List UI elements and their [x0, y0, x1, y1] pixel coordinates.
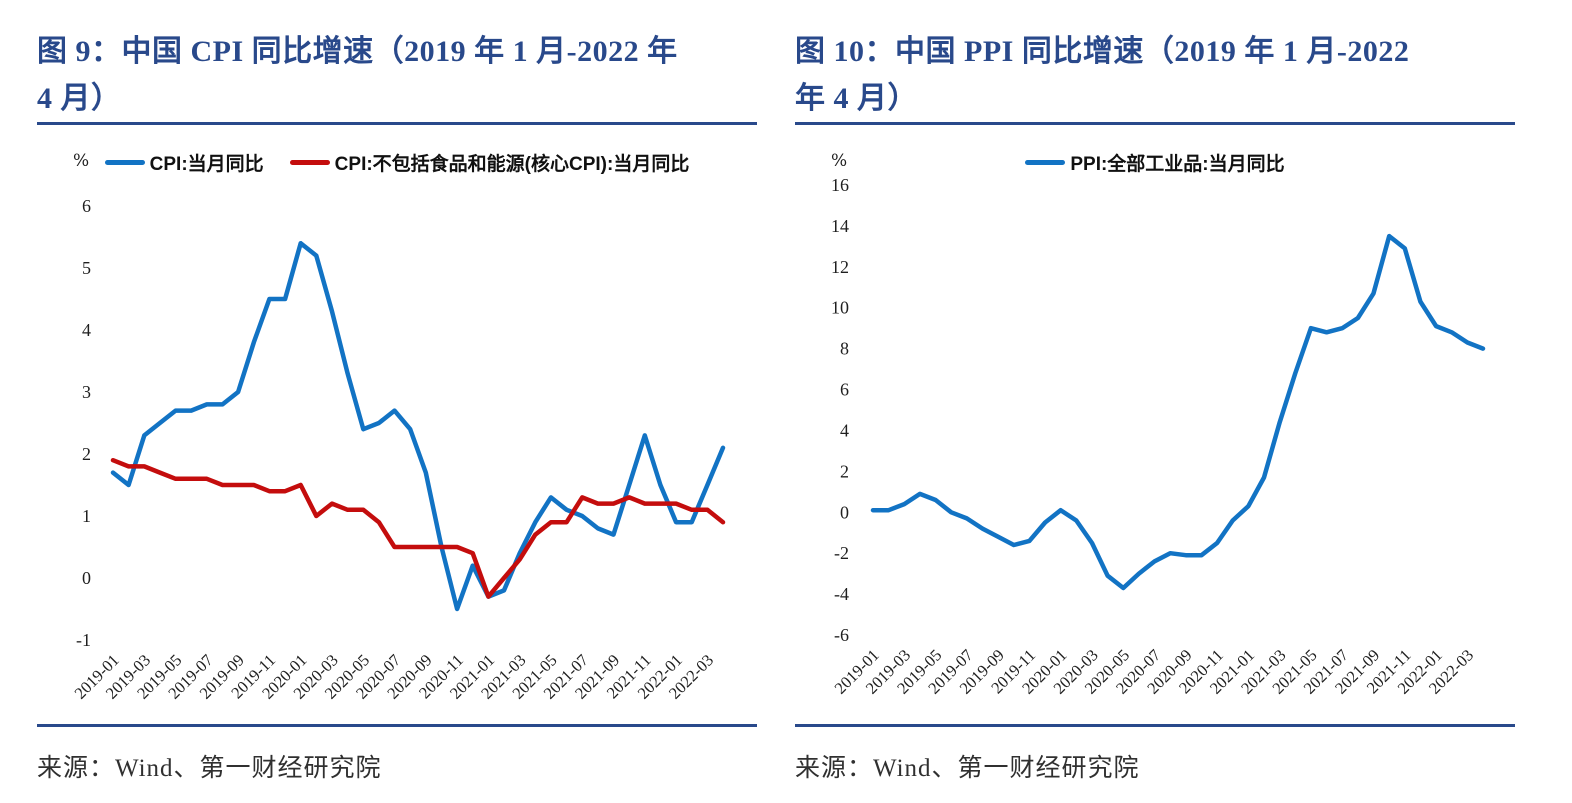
figure-9-title-line2: 4 月） — [37, 82, 122, 115]
source-note: 来源：Wind、第一财经研究院 — [795, 755, 1140, 782]
cpi-line-plot: 6543210-12019-012019-032019-052019-07201… — [71, 196, 726, 703]
figure-10-title-line1: 图 10：中国 PPI 同比增速（2019 年 1 月-2022 — [795, 35, 1410, 68]
y-axis-tick-label: 0 — [82, 568, 91, 588]
figure-9-panel: 图 9：中国 CPI 同比增速（2019 年 1 月-2022 年 4 月） % … — [37, 0, 757, 784]
series-line-0 — [110, 240, 726, 612]
title-rule — [795, 122, 1515, 125]
figure-10-title-line2: 年 4 月） — [795, 82, 918, 115]
y-axis-tick-label: 4 — [82, 320, 91, 340]
ppi-chart-legend: PPI:全部工业品:当月同比 — [795, 149, 1515, 176]
title-rule — [37, 122, 757, 125]
y-axis-tick-label: 2 — [82, 444, 91, 464]
cpi-chart: % CPI:当月同比 CPI:不包括食品和能源(核心CPI):当月同比 6 5 4 3 2… — [37, 125, 757, 724]
y-axis-tick-label: 6 — [82, 196, 91, 216]
y-axis-tick-label: -4 — [834, 584, 849, 604]
y-axis-tick-label: 0 — [840, 502, 849, 522]
y-axis-tick-label: 14 — [831, 216, 849, 236]
ppi-chart: % PPI:全部工业品:当月同比 16 14 12 10 8 6 4 2 0 -2 -4 -6 2019… — [795, 125, 1515, 724]
y-axis-tick-label: 10 — [831, 298, 849, 318]
y-axis-tick-label: 2 — [840, 461, 849, 481]
y-axis-tick-label: -6 — [834, 625, 849, 645]
legend-label: PPI:全部工业品:当月同比 — [1070, 154, 1285, 175]
figure-10-panel: 图 10：中国 PPI 同比增速（2019 年 1 月-2022 年 4 月） %… — [795, 0, 1515, 784]
legend-label: CPI:不包括食品和能源(核心CPI):当月同比 — [334, 154, 690, 175]
y-axis-tick-label: 12 — [831, 257, 849, 277]
footer-rule — [37, 724, 757, 727]
legend-swatch — [104, 160, 145, 165]
ppi-line-plot: 1614121086420-2-4-62019-012019-032019-05… — [831, 175, 1486, 698]
legend-item: PPI:全部工业品:当月同比 — [1025, 149, 1285, 176]
series-line-1 — [110, 457, 726, 599]
y-axis-tick-label: 5 — [82, 258, 91, 278]
y-axis-tick-label: 8 — [840, 339, 849, 359]
legend-item: CPI:当月同比 — [104, 149, 264, 176]
y-axis-unit-label: % — [73, 151, 90, 171]
figure-10-title: 图 10：中国 PPI 同比增速（2019 年 1 月-2022 年 4 月） — [795, 28, 1515, 122]
legend-swatch — [289, 160, 330, 165]
y-axis-tick-label: 1 — [82, 506, 91, 526]
y-axis-tick-label: 16 — [831, 175, 849, 195]
footer-rule — [795, 724, 1515, 727]
cpi-chart-legend: CPI:当月同比 CPI:不包括食品和能源(核心CPI):当月同比 — [37, 149, 757, 176]
y-axis-tick-label: -1 — [76, 630, 91, 650]
y-axis-tick-label: 6 — [840, 380, 849, 400]
legend-swatch — [1025, 160, 1066, 165]
figure-9-title-line1: 图 9：中国 CPI 同比增速（2019 年 1 月-2022 年 — [37, 35, 678, 68]
source-note: 来源：Wind、第一财经研究院 — [37, 755, 382, 782]
y-axis-tick-label: 4 — [840, 421, 849, 441]
y-axis-tick-label: -2 — [834, 543, 849, 563]
figure-9-title: 图 9：中国 CPI 同比增速（2019 年 1 月-2022 年 4 月） — [37, 28, 757, 122]
y-axis-unit-label: % — [831, 151, 848, 171]
legend-label: CPI:当月同比 — [149, 154, 264, 175]
legend-item: CPI:不包括食品和能源(核心CPI):当月同比 — [289, 149, 690, 176]
series-line-0 — [870, 233, 1486, 591]
y-axis-tick-label: 3 — [82, 382, 91, 402]
